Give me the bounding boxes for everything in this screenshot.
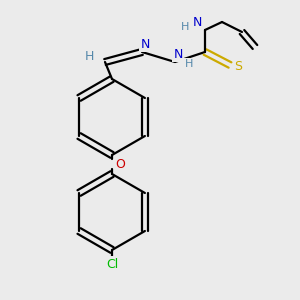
Text: O: O (115, 158, 125, 170)
Text: S: S (234, 61, 242, 74)
Text: N: N (140, 38, 150, 50)
Text: H: H (181, 22, 189, 32)
Text: Cl: Cl (106, 257, 118, 271)
Text: N: N (192, 16, 202, 29)
Text: N: N (173, 47, 183, 61)
Text: H: H (185, 59, 193, 69)
Text: H: H (84, 50, 94, 62)
